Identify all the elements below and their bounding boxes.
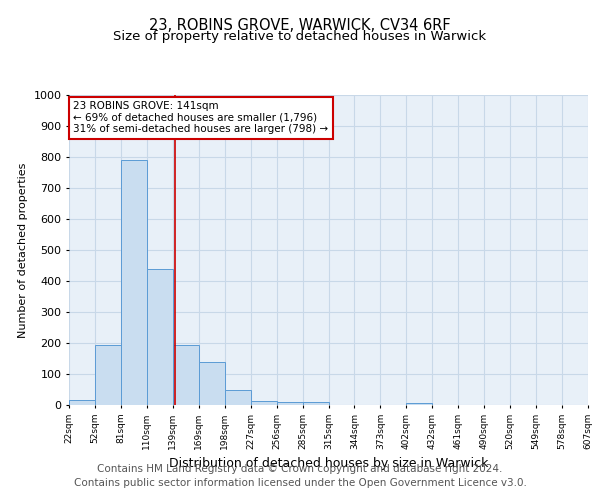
Bar bbox=[69, 400, 95, 405]
Bar bbox=[95, 344, 121, 405]
Text: Contains HM Land Registry data © Crown copyright and database right 2024.
Contai: Contains HM Land Registry data © Crown c… bbox=[74, 464, 526, 487]
Bar bbox=[251, 402, 277, 405]
Bar bbox=[199, 362, 224, 405]
Bar bbox=[147, 268, 173, 405]
Bar bbox=[302, 402, 329, 405]
X-axis label: Distribution of detached houses by size in Warwick: Distribution of detached houses by size … bbox=[169, 458, 488, 470]
Text: 23 ROBINS GROVE: 141sqm
← 69% of detached houses are smaller (1,796)
31% of semi: 23 ROBINS GROVE: 141sqm ← 69% of detache… bbox=[73, 101, 329, 134]
Y-axis label: Number of detached properties: Number of detached properties bbox=[18, 162, 28, 338]
Bar bbox=[406, 402, 432, 405]
Text: Size of property relative to detached houses in Warwick: Size of property relative to detached ho… bbox=[113, 30, 487, 43]
Text: 23, ROBINS GROVE, WARWICK, CV34 6RF: 23, ROBINS GROVE, WARWICK, CV34 6RF bbox=[149, 18, 451, 32]
Bar bbox=[173, 344, 199, 405]
Bar bbox=[277, 402, 302, 405]
Bar bbox=[224, 390, 251, 405]
Bar bbox=[121, 160, 147, 405]
